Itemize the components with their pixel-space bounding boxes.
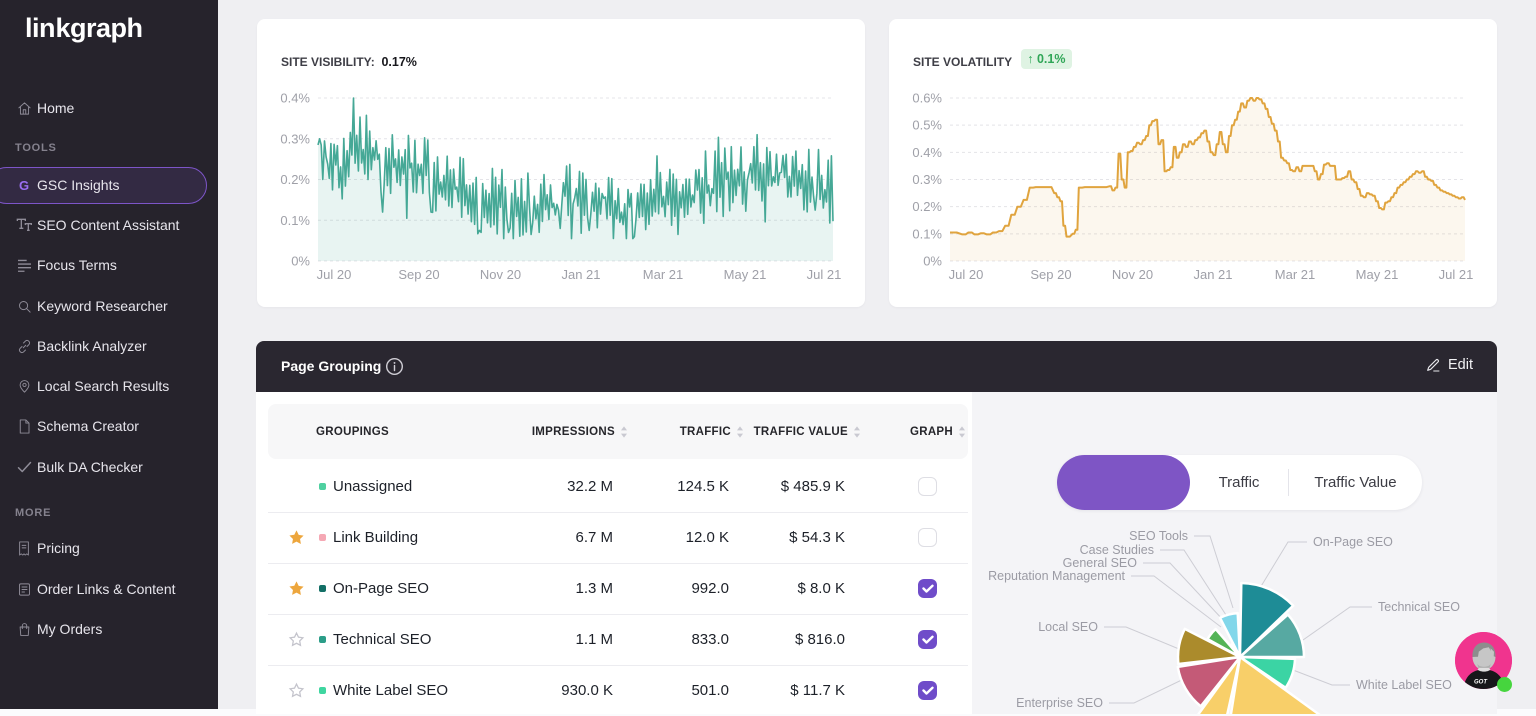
svg-text:0.5%: 0.5% bbox=[912, 118, 942, 133]
svg-text:0.6%: 0.6% bbox=[912, 91, 942, 106]
svg-text:0.1%: 0.1% bbox=[280, 213, 310, 228]
svg-text:General SEO: General SEO bbox=[1063, 556, 1138, 570]
svg-text:Nov 20: Nov 20 bbox=[480, 267, 521, 282]
svg-text:May 21: May 21 bbox=[724, 267, 767, 282]
svg-text:GOT: GOT bbox=[1474, 680, 1488, 686]
svg-text:0.3%: 0.3% bbox=[912, 172, 942, 187]
svg-text:0.3%: 0.3% bbox=[280, 131, 310, 146]
svg-text:0.2%: 0.2% bbox=[912, 199, 942, 214]
svg-text:Jul 20: Jul 20 bbox=[317, 267, 352, 282]
svg-text:Jan 21: Jan 21 bbox=[561, 267, 600, 282]
svg-text:Jul 21: Jul 21 bbox=[1439, 267, 1474, 282]
svg-text:Jul 21: Jul 21 bbox=[807, 267, 842, 282]
svg-text:0.1%: 0.1% bbox=[912, 226, 942, 241]
svg-text:Jan 21: Jan 21 bbox=[1193, 267, 1232, 282]
svg-text:On-Page SEO: On-Page SEO bbox=[1313, 535, 1393, 549]
svg-text:Sep 20: Sep 20 bbox=[1030, 267, 1071, 282]
svg-text:Mar 21: Mar 21 bbox=[643, 267, 683, 282]
svg-text:Jul 20: Jul 20 bbox=[949, 267, 984, 282]
svg-text:0%: 0% bbox=[923, 254, 942, 269]
svg-text:White Label SEO: White Label SEO bbox=[1356, 678, 1452, 692]
svg-text:Mar 21: Mar 21 bbox=[1275, 267, 1315, 282]
svg-text:Technical SEO: Technical SEO bbox=[1378, 600, 1460, 614]
svg-text:Case Studies: Case Studies bbox=[1080, 543, 1154, 557]
svg-text:Reputation Management: Reputation Management bbox=[988, 569, 1125, 583]
svg-text:May 21: May 21 bbox=[1356, 267, 1399, 282]
svg-text:Local SEO: Local SEO bbox=[1038, 620, 1098, 634]
svg-text:0.4%: 0.4% bbox=[280, 91, 310, 106]
svg-text:0%: 0% bbox=[291, 254, 310, 269]
svg-text:SEO Tools: SEO Tools bbox=[1129, 529, 1188, 543]
svg-text:0.2%: 0.2% bbox=[280, 172, 310, 187]
svg-text:Nov 20: Nov 20 bbox=[1112, 267, 1153, 282]
svg-text:Enterprise SEO: Enterprise SEO bbox=[1016, 696, 1103, 710]
svg-text:Sep 20: Sep 20 bbox=[398, 267, 439, 282]
svg-text:0.4%: 0.4% bbox=[912, 145, 942, 160]
